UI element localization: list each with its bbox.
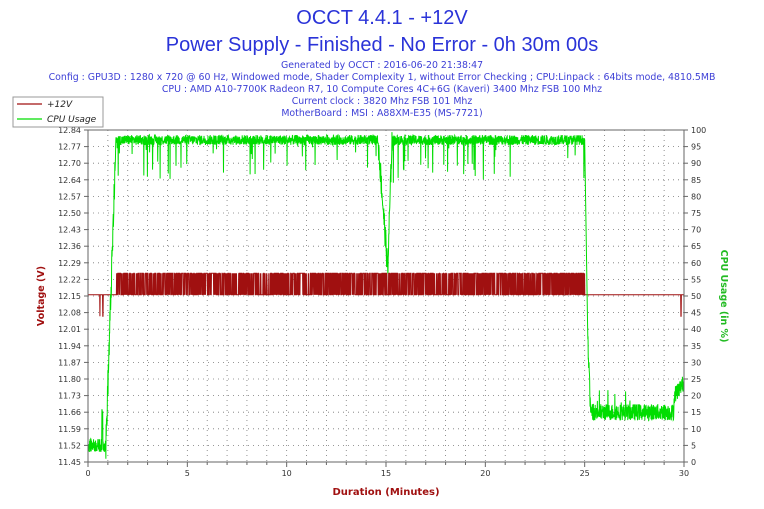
series-12v-line <box>88 272 684 317</box>
x-tick-label: 5 <box>185 469 190 478</box>
chart-title: OCCT 4.4.1 - +12V <box>296 7 468 29</box>
info-line-config: Config : GPU3D : 1280 x 720 @ 60 Hz, Win… <box>49 72 716 83</box>
y-axis-right-label: CPU Usage (in %) <box>718 250 729 343</box>
info-line-cpu: CPU : AMD A10-7700K Radeon R7, 10 Comput… <box>162 84 602 95</box>
legend-label-cpu-usage: CPU Usage <box>47 115 97 125</box>
y-right-tick-label: 70 <box>691 226 701 235</box>
x-tick-label: 25 <box>580 469 590 478</box>
y-left-tick-label: 11.52 <box>58 441 81 450</box>
y-left-tick-label: 11.80 <box>58 375 81 384</box>
y-left-tick-label: 12.08 <box>58 309 81 318</box>
y-right-tick-label: 10 <box>691 425 701 434</box>
legend-label-12v: +12V <box>47 100 73 110</box>
y-right-tick-label: 95 <box>691 143 701 152</box>
y-left-tick-label: 11.87 <box>58 358 81 367</box>
y-left-tick-label: 11.66 <box>58 408 81 417</box>
y-right-tick-label: 100 <box>691 126 706 135</box>
y-right-tick-label: 55 <box>691 275 701 284</box>
y-right-tick-label: 35 <box>691 342 701 351</box>
y-right-tick-label: 30 <box>691 358 701 367</box>
y-right-tick-label: 45 <box>691 309 701 318</box>
series-cpu-usage-line <box>87 132 685 459</box>
x-tick-label: 0 <box>85 469 90 478</box>
y-right-tick-label: 40 <box>691 325 701 334</box>
y-left-tick-label: 12.50 <box>58 209 81 218</box>
series-layer <box>87 132 685 459</box>
x-tick-label: 30 <box>679 469 689 478</box>
y-right-tick-label: 5 <box>691 441 696 450</box>
y-right-tick-label: 60 <box>691 259 701 268</box>
info-line-motherboard: MotherBoard : MSI : A88XM-E35 (MS-7721) <box>281 108 482 119</box>
info-line-generated: Generated by OCCT : 2016-06-20 21:38:47 <box>281 60 483 71</box>
legend: +12V CPU Usage <box>12 96 104 128</box>
x-tick-label: 10 <box>282 469 292 478</box>
x-tick-label: 20 <box>480 469 490 478</box>
y-left-tick-label: 12.36 <box>58 242 81 251</box>
y-left-tick-label: 12.29 <box>58 259 81 268</box>
y-right-tick-label: 75 <box>691 209 701 218</box>
y-left-tick-label: 11.59 <box>58 425 81 434</box>
y-left-tick-label: 11.94 <box>58 342 81 351</box>
y-right-tick-label: 15 <box>691 408 701 417</box>
info-line-clock: Current clock : 3820 Mhz FSB 101 Mhz <box>292 96 473 107</box>
chart-subtitle: Power Supply - Finished - No Error - 0h … <box>166 34 598 56</box>
y-right-tick-label: 50 <box>691 292 701 301</box>
x-tick-label: 15 <box>381 469 391 478</box>
x-axis-label: Duration (Minutes) <box>332 487 439 498</box>
y-right-tick-label: 20 <box>691 392 701 401</box>
y-axis-left-label: Voltage (V) <box>36 266 47 326</box>
y-right-tick-label: 25 <box>691 375 701 384</box>
y-left-tick-label: 12.70 <box>58 159 81 168</box>
grid <box>88 130 684 462</box>
y-left-tick-label: 11.73 <box>58 392 81 401</box>
y-right-tick-label: 65 <box>691 242 701 251</box>
legend-box <box>12 96 104 128</box>
y-left-tick-label: 12.64 <box>58 176 81 185</box>
y-left-tick-label: 12.15 <box>58 292 81 301</box>
y-right-tick-label: 85 <box>691 176 701 185</box>
y-right-tick-label: 90 <box>691 159 701 168</box>
y-right-tick-label: 80 <box>691 192 701 201</box>
y-left-tick-label: 12.43 <box>58 226 81 235</box>
y-left-tick-label: 12.84 <box>58 126 81 135</box>
y-right-tick-label: 0 <box>691 458 696 467</box>
y-left-tick-label: 12.77 <box>58 143 81 152</box>
y-left-tick-label: 12.01 <box>58 325 81 334</box>
y-left-tick-label: 12.57 <box>58 192 81 201</box>
y-left-tick-label: 12.22 <box>58 275 81 284</box>
y-left-tick-label: 11.45 <box>58 458 81 467</box>
